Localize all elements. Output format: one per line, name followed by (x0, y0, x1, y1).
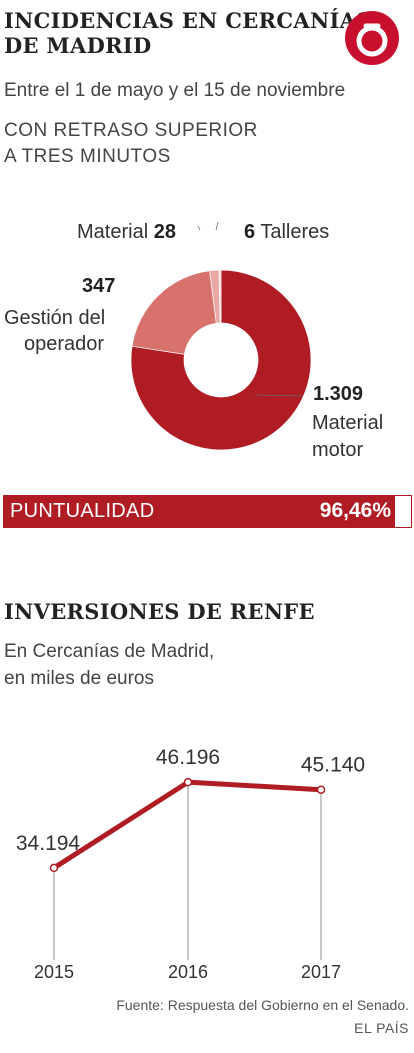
el-pais-logo-icon (345, 11, 399, 65)
donut-slice-material-motor (130, 269, 312, 451)
leader-line (254, 394, 304, 397)
source-note: Fuente: Respuesta del Gobierno en el Sen… (116, 997, 409, 1013)
donut-chart (130, 221, 312, 451)
label-motor-line2: motor (312, 439, 364, 461)
chart-title-1: INCIDENCIAS EN CERCANÍAS (4, 8, 372, 33)
line-chart: 2015 2016 2017 34.194 46.196 45.140 (16, 746, 365, 982)
punctuality-value: 96,46% (319, 499, 391, 522)
data-point (183, 777, 193, 787)
chart-title-1-line2: DE MADRID (4, 33, 152, 58)
credit: EL PAÍS (354, 1020, 409, 1036)
series-line (52, 779, 322, 871)
punctuality-bar: PUNTUALIDAD 96,46% (3, 495, 412, 528)
leader-line (197, 225, 201, 231)
data-point (316, 785, 326, 794)
label-gestion-value: 347 (82, 275, 116, 297)
data-label: 46.196 (156, 746, 220, 769)
label-gestion-line2: operador (24, 333, 105, 355)
data-label: 45.140 (301, 754, 365, 777)
label-motor-line1: Material (312, 412, 384, 434)
data-point (49, 863, 59, 873)
punctuality-label: PUNTUALIDAD (10, 500, 155, 522)
x-tick-label: 2017 (301, 962, 341, 982)
chart-title-2: INVERSIONES DE RENFE (4, 599, 315, 624)
x-tick-label: 2015 (34, 962, 74, 982)
label-talleres: 6 Talleres (244, 221, 330, 243)
subtitle-2-line1: En Cercanías de Madrid, (4, 641, 215, 662)
subtitle-2-line2: en miles de euros (4, 668, 154, 689)
label-material: Material 28 (77, 221, 176, 243)
donut-slice-gesti-n-del-operador (131, 270, 217, 355)
label-gestion-line1: Gestión del (4, 307, 106, 329)
leader-line (215, 221, 219, 231)
donut-slice-talleres (218, 269, 222, 324)
x-tick-label: 2016 (168, 962, 208, 982)
punctuality-fill (4, 496, 395, 527)
data-label: 34.194 (16, 832, 81, 855)
delay-label-line2: A TRES MINUTOS (4, 146, 171, 167)
delay-label-line1: CON RETRASO SUPERIOR (4, 120, 258, 141)
label-motor-value: 1.309 (313, 383, 364, 405)
subtitle-1: Entre el 1 de mayo y el 15 de noviembre (4, 80, 346, 101)
